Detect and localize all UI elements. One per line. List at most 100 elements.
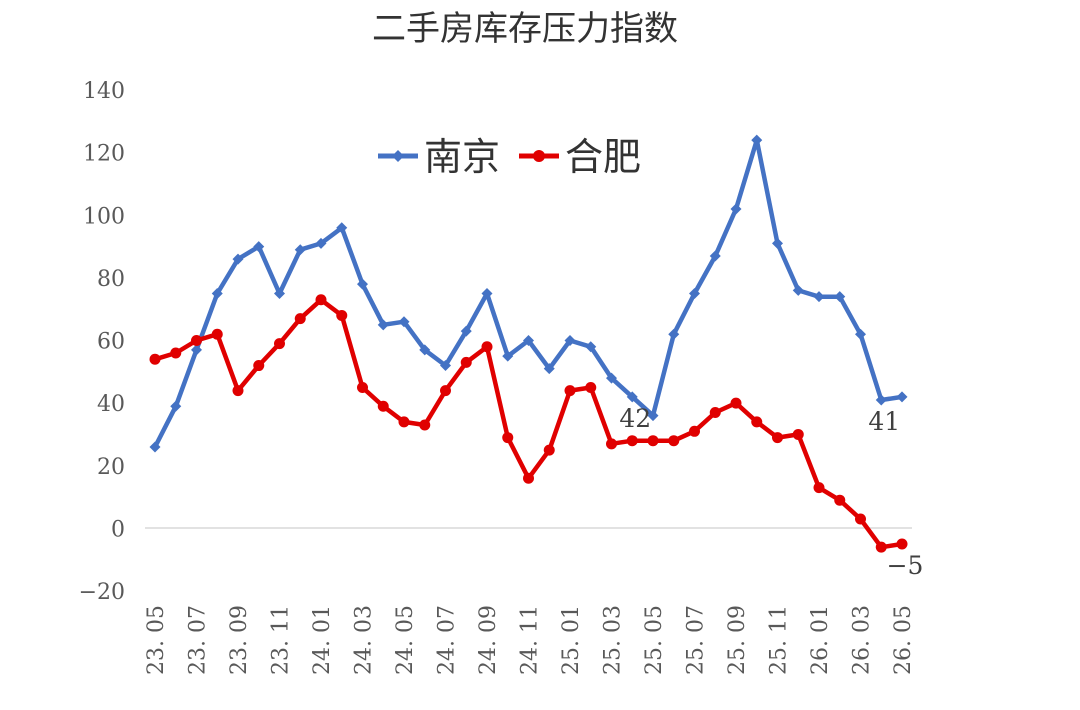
data-point (772, 432, 783, 444)
data-point (460, 356, 472, 368)
data-point (751, 416, 763, 428)
data-point (689, 288, 700, 300)
data-point (460, 325, 472, 337)
data-point (626, 391, 638, 403)
x-tick-label: 25. 05 (642, 605, 667, 675)
legend: 南京 合肥 (378, 135, 641, 179)
data-point (336, 309, 348, 321)
x-tick-label: 24. 07 (435, 605, 460, 675)
y-tick-label: −20 (79, 580, 125, 605)
data-point (211, 288, 223, 300)
data-point (315, 294, 327, 306)
data-point (792, 428, 804, 440)
data-point (875, 541, 887, 553)
x-tick-label: 25. 07 (684, 605, 709, 675)
legend-marker-hefei (533, 150, 545, 162)
data-point (875, 394, 887, 406)
y-axis-ticks: 140 120 100 80 60 40 20 0 −20 (79, 79, 125, 605)
data-point (668, 435, 680, 447)
x-tick-label: 24. 01 (310, 605, 335, 675)
data-point (564, 335, 576, 346)
x-tick-label: 25. 09 (725, 605, 750, 675)
data-point (585, 381, 597, 393)
x-tick-label: 26. 03 (850, 605, 875, 675)
x-tick-label: 26. 05 (891, 605, 916, 675)
data-point (191, 335, 202, 346)
data-point (523, 335, 534, 346)
x-tick-label: 25. 11 (767, 605, 792, 675)
data-point (523, 472, 534, 484)
x-tick-label: 23. 11 (269, 605, 294, 675)
y-tick-label: 100 (83, 204, 125, 229)
data-point (792, 284, 804, 296)
data-point (357, 278, 368, 290)
data-point (689, 425, 700, 437)
data-point (606, 438, 617, 450)
annotation-layer: 42 41 −5 (619, 404, 923, 580)
y-tick-label: 40 (97, 392, 125, 417)
data-point (543, 363, 555, 375)
data-point (149, 441, 161, 453)
data-point (398, 316, 410, 328)
x-axis-ticks: 23. 05 23. 07 23. 09 23. 11 24. 01 24. 03 24. … (144, 605, 916, 675)
data-point (211, 328, 223, 340)
data-point (294, 244, 306, 256)
data-point (668, 328, 680, 340)
data-point (896, 391, 908, 403)
legend-item-hefei: 合肥 (519, 135, 641, 179)
data-point (357, 381, 368, 393)
data-point (855, 328, 866, 340)
x-tick-label: 26. 01 (808, 605, 833, 675)
data-point (585, 341, 597, 353)
y-tick-label: 140 (83, 79, 125, 104)
data-point (647, 410, 659, 422)
series-layer (149, 134, 908, 553)
series-hefei (149, 294, 908, 553)
data-point (730, 203, 742, 215)
data-point (709, 250, 721, 262)
data-point (398, 416, 410, 428)
data-point (502, 350, 514, 362)
x-tick-label: 25. 03 (601, 605, 626, 675)
y-tick-label: 80 (97, 267, 125, 292)
data-label: 41 (868, 407, 900, 436)
data-point (606, 372, 617, 384)
data-point (253, 241, 265, 253)
data-point (481, 341, 493, 353)
legend-marker-nanjing (392, 150, 404, 162)
legend-label-nanjing: 南京 (424, 135, 500, 179)
data-point (896, 538, 908, 550)
data-point (834, 494, 846, 506)
data-point (149, 353, 161, 365)
data-point (440, 385, 451, 397)
data-point (377, 400, 389, 412)
y-tick-label: 0 (111, 517, 125, 542)
data-point (315, 237, 327, 249)
x-tick-label: 24. 09 (476, 605, 501, 675)
data-point (855, 513, 866, 525)
data-point (834, 291, 846, 303)
data-point (336, 222, 348, 234)
data-point (730, 397, 742, 409)
x-tick-label: 23. 07 (186, 605, 211, 675)
data-point (502, 432, 514, 444)
data-label: 42 (619, 404, 651, 433)
x-tick-label: 25. 01 (559, 605, 584, 675)
data-point (274, 288, 285, 300)
data-point (543, 444, 555, 456)
data-point (419, 419, 431, 431)
data-point (626, 435, 638, 447)
data-point (232, 253, 244, 265)
data-point (772, 237, 783, 249)
x-tick-label: 24. 03 (352, 605, 377, 675)
y-tick-label: 60 (97, 330, 125, 355)
data-point (440, 360, 451, 372)
data-label: −5 (887, 551, 924, 580)
data-point (647, 435, 659, 447)
legend-item-nanjing: 南京 (378, 135, 500, 179)
data-point (294, 313, 306, 325)
data-point (564, 385, 576, 397)
data-point (481, 288, 493, 300)
series-nanjing (149, 134, 908, 453)
